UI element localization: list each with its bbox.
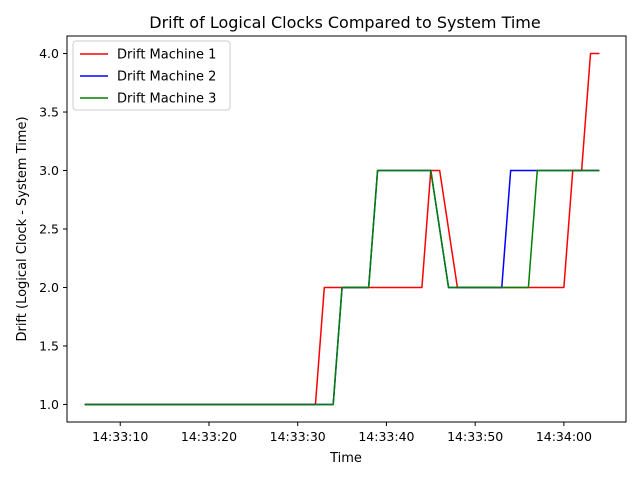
series-line-machine-1 (84, 52, 600, 406)
y-tick-label: 2.5 (39, 222, 59, 237)
y-tick-label: 3.5 (39, 105, 59, 120)
y-tick-label: 1.0 (39, 397, 59, 412)
legend: Drift Machine 1 Drift Machine 2 Drift Mach… (72, 40, 231, 111)
plot-lines (84, 52, 600, 406)
y-tick-label: 2.0 (39, 280, 59, 295)
y-tick-label: 4.0 (39, 46, 59, 61)
x-tick-label: 14:33:40 (358, 429, 414, 444)
chart-title: Drift of Logical Clocks Compared to Syst… (149, 13, 540, 32)
y-tick-label: 1.5 (39, 338, 59, 353)
x-axis: 14:33:10 14:33:20 14:33:30 14:33:40 14:33:50… (92, 422, 592, 444)
x-tick-label: 14:34:00 (536, 429, 592, 444)
legend-label-machine-3: Drift Machine 3 (117, 92, 216, 107)
y-tick-label: 3.0 (39, 163, 59, 178)
x-tick-label: 14:33:10 (92, 429, 148, 444)
legend-label-machine-1: Drift Machine 1 (117, 48, 216, 63)
x-tick-label: 14:33:30 (270, 429, 326, 444)
x-tick-label: 14:33:50 (447, 429, 503, 444)
x-axis-label: Time (329, 451, 362, 466)
legend-label-machine-2: Drift Machine 2 (117, 70, 216, 85)
y-axis: 1.0 1.5 2.0 2.5 3.0 3.5 4.0 (39, 46, 67, 412)
series-line-machine-3 (84, 169, 600, 406)
x-tick-label: 14:33:20 (181, 429, 237, 444)
legend-box (72, 40, 231, 111)
y-axis-label: Drift (Logical Clock - System Time) (15, 116, 30, 341)
